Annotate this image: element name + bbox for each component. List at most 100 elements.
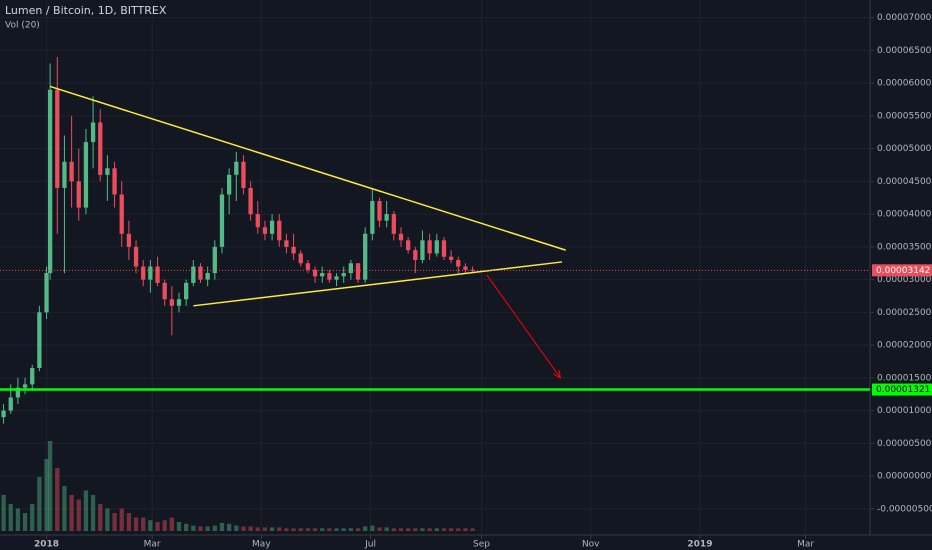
volume-label: Vol (20) [5,21,40,31]
volume-bar [112,513,117,531]
y-tick-label: 0.00002500 [877,308,932,318]
volume-bar [441,528,447,531]
candle-body [191,266,196,283]
candle-body [184,282,189,300]
x-tick-label: Nov [582,540,600,550]
volume-bar [427,528,432,531]
y-tick-label: 0.00005500 [877,111,932,121]
candle-body [155,266,160,283]
trendline [193,261,563,307]
volume-bar [463,528,468,531]
last-price-box [872,264,932,277]
candle-body [55,89,60,188]
candle-body [90,122,96,143]
x-tick-label: Sep [473,540,490,550]
candle-body [148,266,153,280]
volume-bar [119,508,124,531]
candle-body [219,194,225,247]
candle-body [341,273,346,277]
y-tick-label: 0.00001000 [877,406,932,416]
candle-body [1,410,6,418]
volume-bar [291,528,296,531]
candle-body [8,397,13,411]
axes: 0.00007000 0.00006500 0.00006000 0.00005500… [34,13,932,550]
volume-bar [456,528,461,531]
candle-body [413,250,418,260]
candle-body [126,233,132,247]
candle-body [384,214,389,221]
candle-body [30,368,35,385]
volume-bar [162,520,167,531]
y-tick-label: 0.00004500 [877,177,932,187]
volume-bar [62,486,67,531]
candle-body [327,273,332,280]
volume-bar [37,477,42,531]
candle-body [355,263,361,280]
volume-bar [327,528,332,531]
y-tick-label: 0.00003000 [877,275,932,285]
candle-body [448,256,454,260]
candle-body [83,142,89,208]
volume-bar [148,520,153,531]
volume-bar [126,513,132,531]
candle-body [212,246,217,274]
candle-body [248,187,253,215]
candle-body [406,240,411,251]
candles [1,56,475,424]
candle-body [463,266,468,270]
candle-body [62,161,67,188]
candle-body [420,240,425,260]
candle-body [44,273,49,313]
x-tick-label: Mar [797,540,814,550]
candle-body [226,174,232,195]
support-label-box [872,383,932,396]
candle-body [456,259,461,267]
candle-body [434,240,439,254]
volume-bar [391,528,396,531]
volume-pane [1,441,475,531]
trendline [49,85,566,251]
candle-body [470,269,475,271]
volume-bar [219,522,225,531]
candle-body [112,168,117,195]
volume-bar [83,490,89,531]
volume-bar [22,513,28,531]
volume-bar [169,517,174,531]
volume-bar [398,528,404,531]
candle-body [69,161,74,182]
x-tick-label: May [252,540,271,550]
volume-bar [141,517,146,531]
volume-bar [420,528,425,531]
candle-body [320,273,325,277]
volume-bar [334,528,339,531]
volume-bar [69,495,74,531]
volume-bar [198,526,203,531]
volume-bar [205,526,210,531]
annotations [0,85,870,391]
volume-bar [363,526,368,531]
y-tick-label: -0.00000500 [877,504,932,514]
volume-bar [76,499,81,531]
y-tick-label: 0.00006500 [877,46,932,56]
volume-bar [47,441,53,531]
volume-bar [312,528,318,531]
volume-bar [355,528,361,531]
volume-bar [377,527,382,531]
volume-bar [226,523,232,531]
candle-body [305,263,311,270]
volume-bar [133,517,139,531]
volume-bar [305,528,311,531]
candle-body [269,220,275,234]
candle-body [363,233,368,280]
y-tick-label: 0.00007000 [877,13,932,23]
candle-body [22,384,28,388]
volume-bar [284,528,289,531]
candle-body [162,282,167,300]
y-tick-label: 0.00000000 [877,472,932,482]
volume-bar [30,504,35,531]
candle-body [334,276,339,280]
candle-body [262,227,268,234]
